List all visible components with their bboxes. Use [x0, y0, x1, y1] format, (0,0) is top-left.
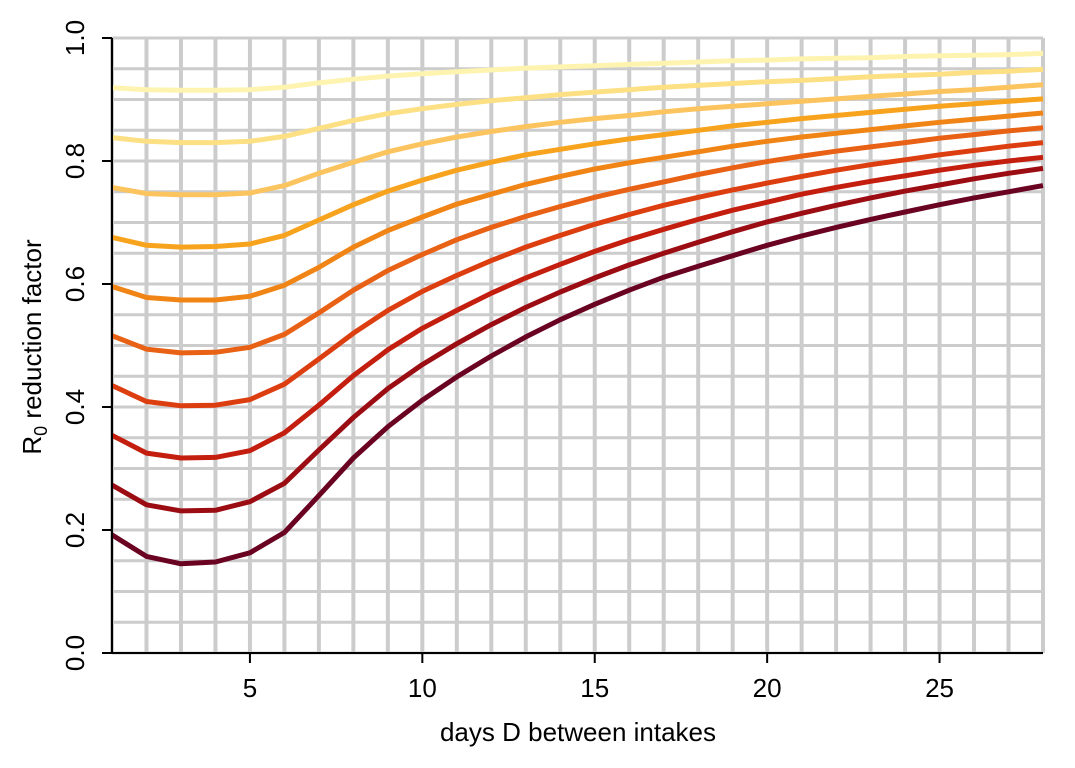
y-axis-label-rest: reduction factor [17, 239, 47, 426]
series-line-3 [111, 82, 1044, 198]
y-tick-label: 0.2 [60, 512, 90, 548]
y-tick-label: 0.6 [60, 266, 90, 302]
grid [110, 36, 1045, 655]
y-tick-label: 0.8 [60, 143, 90, 179]
x-tick-label: 20 [753, 673, 782, 703]
series-line-8 [110, 154, 1044, 461]
x-tick-label: 15 [580, 673, 609, 703]
y-tick-label: 0.0 [60, 635, 90, 671]
y-tick-label: 1.0 [60, 20, 90, 56]
tick-labels: 5 10 15 20 25 0.0 0.2 0.4 0.6 0.8 1.0 [60, 20, 954, 703]
series-lines [110, 50, 1044, 567]
y-axis-label: R0 reduction factor [17, 239, 51, 455]
series-line-2 [111, 66, 1044, 146]
series-line-9 [110, 165, 1044, 514]
y-tick-label: 0.4 [60, 389, 90, 425]
x-tick-label: 10 [408, 673, 437, 703]
series-line-4 [111, 96, 1044, 250]
series-line-1 [111, 50, 1044, 93]
series-line-7 [110, 140, 1044, 409]
y-axis-label-subscript: 0 [31, 426, 51, 436]
x-tick-label: 5 [243, 673, 257, 703]
x-axis-label: days D between intakes [440, 717, 716, 747]
axes [102, 37, 1043, 663]
series-line-5 [111, 110, 1044, 303]
x-tick-label: 25 [925, 673, 954, 703]
series-line-6 [111, 125, 1044, 356]
series-line-10 [110, 183, 1044, 567]
y-axis-label-main: R [17, 436, 47, 455]
